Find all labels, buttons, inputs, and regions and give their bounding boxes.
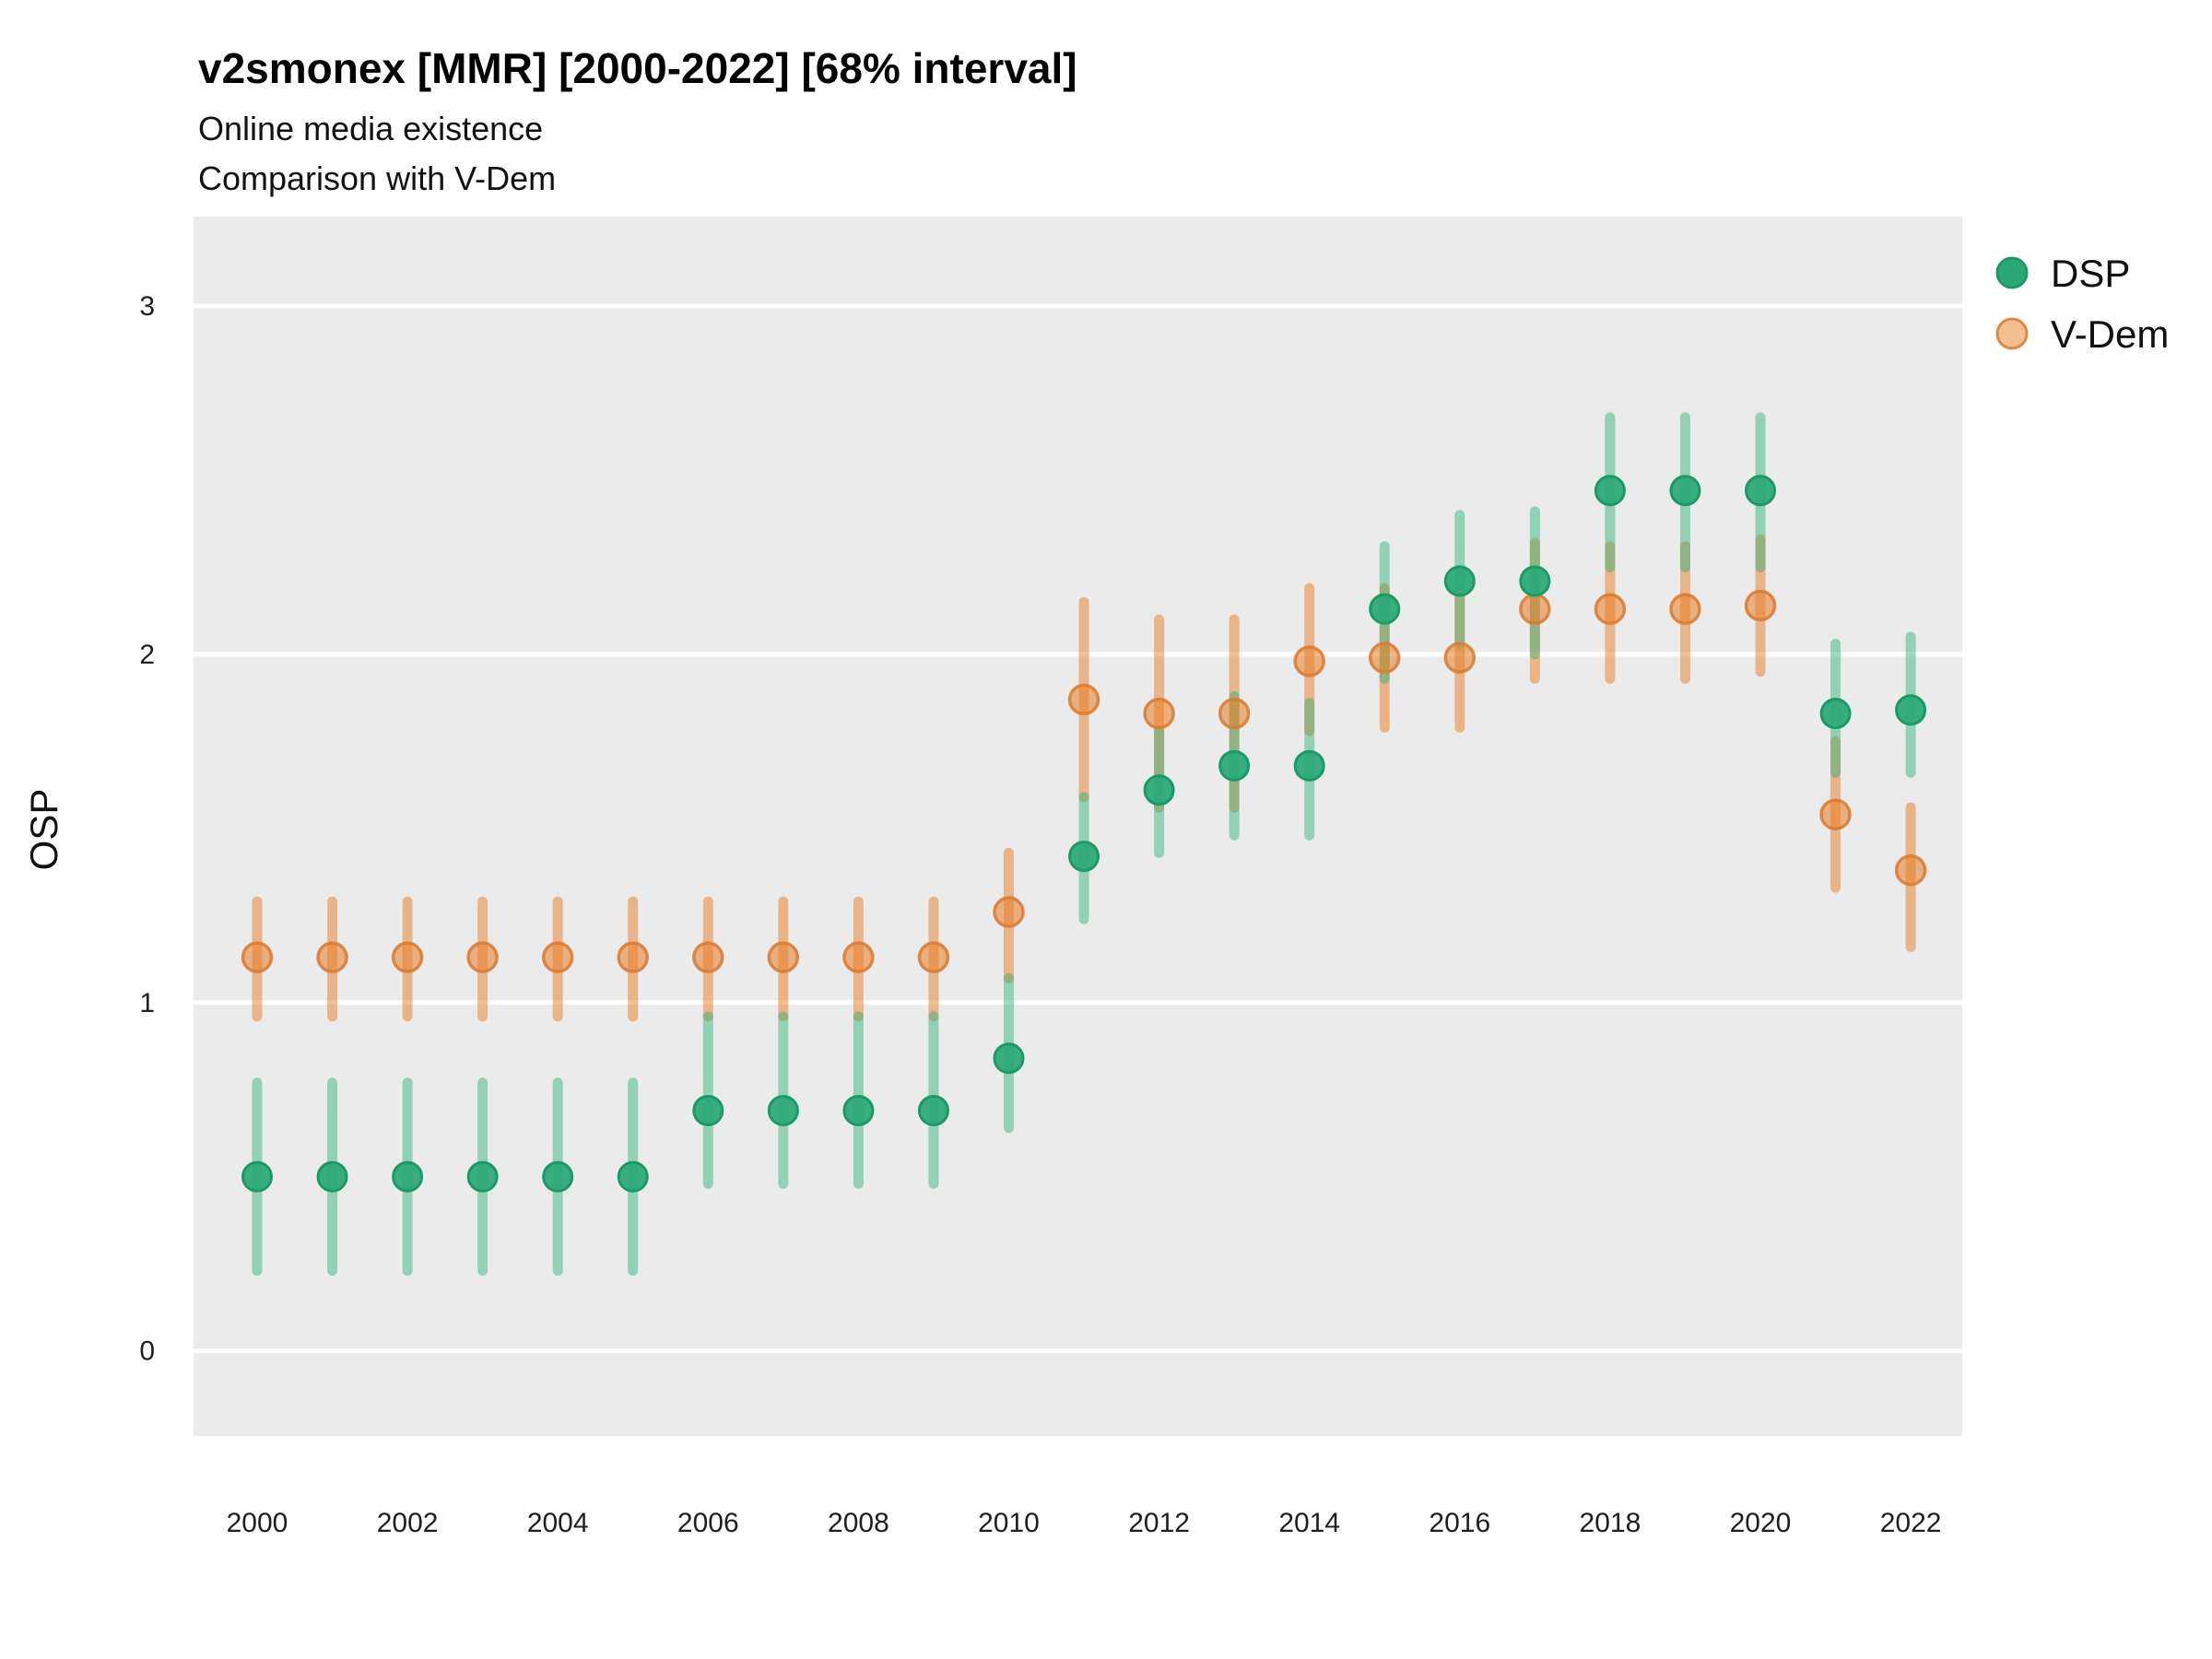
x-tick-label: 2006 [677,1508,739,1538]
vdem-point-2003 [466,941,499,973]
dsp-point-2002 [392,1160,424,1193]
dsp-point-2003 [466,1160,499,1193]
vdem-point-2007 [767,941,800,973]
x-tick-label: 2016 [1429,1508,1490,1538]
x-tick-label: 2022 [1880,1508,1942,1538]
dsp-point-2017 [1519,565,1551,597]
dsp-point-2004 [542,1160,574,1193]
plot-panel [194,217,1962,1436]
dsp-point-2015 [1369,593,1401,625]
vdem-point-2020 [1744,589,1777,622]
x-tick-label: 2020 [1730,1508,1792,1538]
legend-vdem-swatch-icon [1995,317,2029,350]
dsp-point-2016 [1443,565,1476,597]
data-points-layer [241,475,1927,1193]
legend-dsp-label: DSP [2051,252,2130,295]
y-axis-title: OSP [22,789,65,871]
vdem-point-2005 [617,941,649,973]
vdem-point-2021 [1819,798,1852,830]
vdem-point-2017 [1519,593,1551,626]
x-tick-label: 2004 [527,1508,589,1538]
x-tick-label: 2018 [1580,1508,1641,1538]
chart-title: v2smonex [MMR] [2000-2022] [68% interval… [198,44,1077,92]
x-tick-label: 2012 [1128,1508,1190,1538]
vdem-point-2008 [842,941,875,973]
dsp-point-2005 [617,1160,649,1193]
x-tick-label: 2010 [978,1508,1040,1538]
vdem-point-2016 [1443,641,1477,674]
vdem-point-2009 [917,941,950,973]
x-tick-label: 2002 [377,1508,439,1538]
x-axis-tick-labels: 2000 2002 2004 2006 2008 2010 2012 2014 2016 2018… [227,1508,1942,1538]
x-tick-label: 2014 [1278,1508,1340,1538]
y-tick-label: 2 [139,640,155,670]
y-tick-label: 3 [139,291,155,322]
vdem-point-2012 [1143,697,1175,730]
dsp-point-2008 [842,1094,875,1126]
dsp-point-2010 [993,1042,1025,1075]
vdem-point-2022 [1894,853,1927,887]
dsp-point-2000 [241,1160,273,1193]
dsp-point-2022 [1895,694,1927,726]
dsp-point-2013 [1218,749,1251,782]
chart-subtitle-line1: Online media existence [198,110,543,147]
vdem-point-2004 [541,941,574,973]
vdem-point-2019 [1669,593,1701,626]
legend: DSP V-Dem [1995,252,2169,356]
vdem-point-2018 [1594,593,1627,626]
legend-dsp-swatch-icon [1995,256,2029,289]
dsp-point-2006 [692,1094,724,1126]
dsp-point-2018 [1594,475,1626,507]
gridline-layer [194,303,1962,1354]
y-tick-label: 0 [139,1336,155,1367]
dsp-point-2001 [316,1160,348,1193]
legend-vdem-label: V-Dem [2051,312,2169,356]
x-tick-label: 2008 [828,1508,889,1538]
dsp-point-2019 [1669,475,1701,507]
y-tick-label: 1 [139,988,155,1018]
dsp-point-2007 [767,1094,799,1126]
dsp-point-2021 [1819,698,1852,730]
vdem-point-2010 [993,896,1025,928]
dsp-point-2009 [917,1094,949,1126]
vdem-point-2013 [1218,697,1251,730]
dsp-point-2014 [1293,749,1325,782]
dsp-point-2012 [1143,774,1175,806]
vdem-point-2006 [692,941,724,973]
y-axis-tick-labels: 0 1 2 3 [139,291,155,1367]
vdem-point-2014 [1293,645,1325,677]
vdem-point-2015 [1369,641,1401,674]
dsp-point-2011 [1068,841,1100,873]
chart-subtitle-line2: Comparison with V-Dem [198,159,556,197]
vdem-point-2001 [316,941,348,973]
vdem-point-2000 [241,941,274,973]
dsp-point-2020 [1745,475,1776,507]
x-tick-label: 2000 [227,1508,288,1538]
vdem-point-2011 [1067,683,1100,716]
vdem-point-2002 [391,941,424,973]
